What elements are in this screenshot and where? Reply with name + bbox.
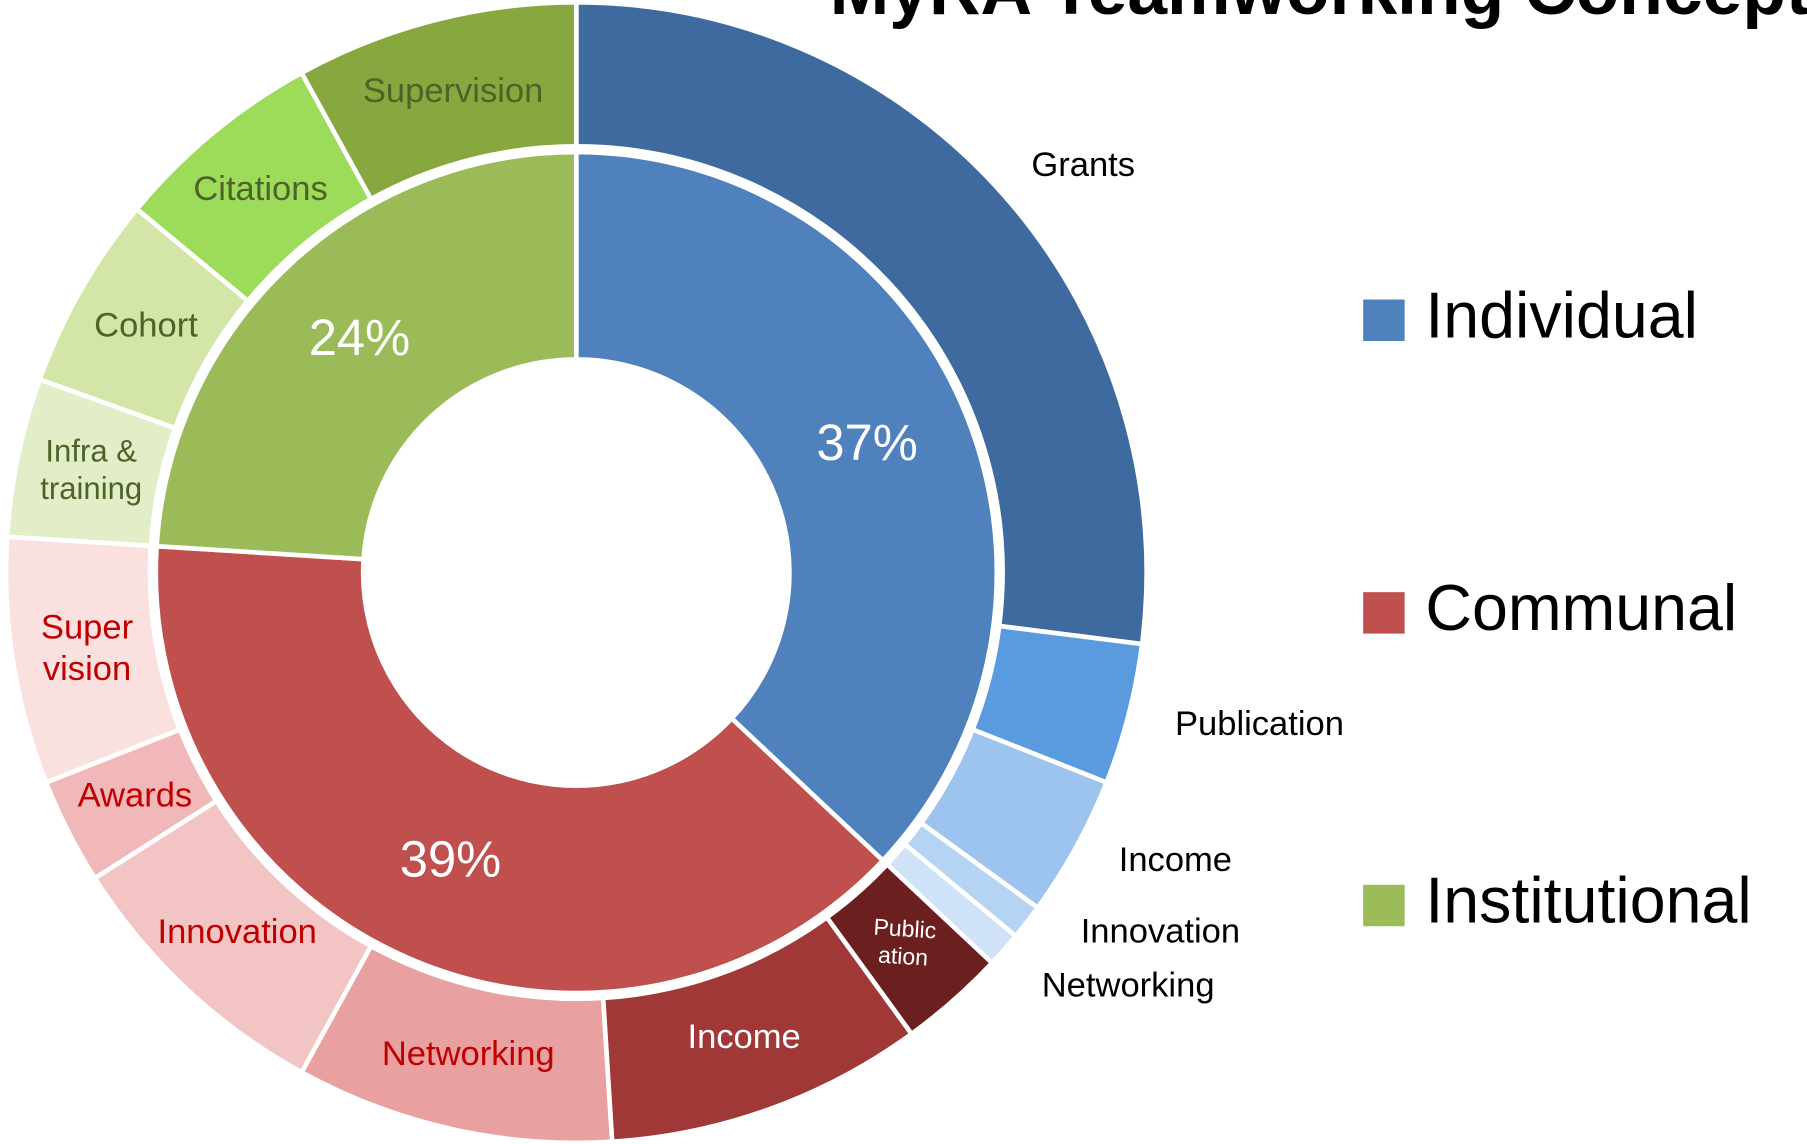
outer-label: Networking xyxy=(1042,966,1215,1004)
outer-label: Networking xyxy=(382,1035,555,1073)
outer-label: Income xyxy=(687,1018,800,1056)
outer-label-line: Citations xyxy=(193,170,327,208)
outer-segment xyxy=(574,0,1149,647)
legend-label: Communal xyxy=(1425,572,1737,644)
inner-segment xyxy=(574,149,1000,864)
outer-label-line: training xyxy=(40,471,142,506)
outer-label-line: Income xyxy=(687,1018,800,1056)
segment-percent-label: 24% xyxy=(309,309,410,366)
outer-label: Income xyxy=(1119,841,1232,879)
legend-label: Institutional xyxy=(1425,865,1751,937)
outer-label-line: Infra & xyxy=(45,434,137,469)
legend-swatch xyxy=(1363,884,1405,927)
inner-segment xyxy=(154,149,579,562)
outer-label: Super vision xyxy=(41,608,133,687)
outer-label-line: Innovation xyxy=(157,913,316,951)
outer-label: Innovation xyxy=(157,913,316,951)
outer-label-line: Public xyxy=(873,914,937,944)
outer-label: Citations xyxy=(193,170,327,208)
outer-label: Cohort xyxy=(94,306,198,344)
outer-label-line: vision xyxy=(43,650,131,688)
legend-swatch xyxy=(1363,592,1405,634)
outer-label: Supervision xyxy=(363,72,544,110)
legend-label: Individual xyxy=(1425,279,1698,351)
outer-label: Innovation xyxy=(1081,912,1240,950)
outer-label: Publication xyxy=(871,914,937,971)
outer-label-line: Networking xyxy=(382,1035,555,1073)
outer-label: Grants xyxy=(1031,146,1135,184)
outer-label-line: Innovation xyxy=(1081,912,1240,950)
outer-label-line: Networking xyxy=(1042,966,1215,1004)
outer-label-line: Grants xyxy=(1031,146,1135,184)
outer-label-line: Income xyxy=(1119,841,1232,879)
outer-label-line: Super xyxy=(41,608,133,646)
outer-label: Infra & training xyxy=(40,434,142,506)
outer-segment xyxy=(298,0,579,203)
outer-label-line: Awards xyxy=(78,777,193,815)
inner-segment xyxy=(153,543,887,996)
legend-swatch xyxy=(1363,299,1405,342)
outer-label: Awards xyxy=(78,777,193,815)
outer-label-line: Supervision xyxy=(363,72,544,110)
outer-label-line: Publication xyxy=(1175,705,1344,743)
chart-title: MyRA Teamworking Concept xyxy=(830,0,1807,30)
outer-label-line: ation xyxy=(877,942,928,971)
outer-label-line: Cohort xyxy=(94,306,198,344)
outer-label: Publication xyxy=(1175,705,1344,743)
segment-percent-label: 39% xyxy=(400,831,501,888)
segment-percent-label: 37% xyxy=(816,414,917,471)
